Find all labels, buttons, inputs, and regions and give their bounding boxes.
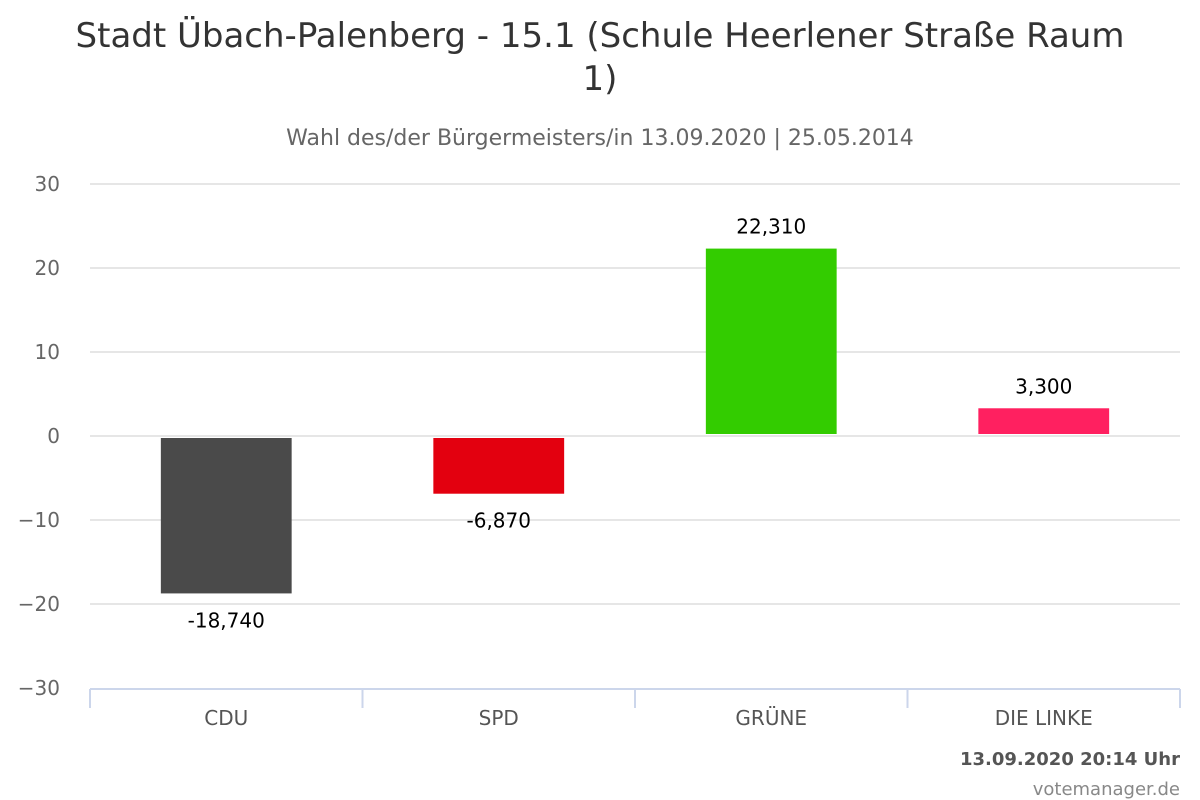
data-label: -18,740 [188,608,265,632]
y-tick-label: −10 [18,508,60,532]
y-tick-label: 20 [35,256,60,280]
chart-subtitle: Wahl des/der Bürgermeisters/in 13.09.202… [286,126,914,151]
chart-title-line2: 1) [583,59,618,99]
bar-cdu [160,438,292,594]
chart-title-line1: Stadt Übach-Palenberg - 15.1 (Schule Hee… [76,15,1125,56]
data-labels: -18,740 -6,870 22,310 3,300 [188,215,1073,633]
footer-timestamp: 13.09.2020 20:14 Uhr [960,749,1180,770]
data-label: 22,310 [736,215,806,239]
y-tick-label: −30 [18,676,60,700]
data-label: -6,870 [467,509,531,533]
x-axis: CDU SPD GRÜNE DIE LINKE [89,688,1181,730]
bar-die-linke [978,408,1110,434]
y-tick-label: 10 [35,340,60,364]
bar-grüne [705,248,837,434]
y-axis-tick-labels: 30 20 10 0 −10 −20 −30 [18,172,60,700]
x-tick-label: DIE LINKE [995,706,1093,730]
footer-credit[interactable]: votemanager.de [1033,779,1180,800]
y-tick-label: 0 [47,424,60,448]
x-tick-label: GRÜNE [735,706,807,730]
y-tick-label: −20 [18,592,60,616]
x-tick-label: CDU [204,706,248,730]
bar-spd [433,438,565,494]
y-tick-label: 30 [35,172,60,196]
x-tick-label: SPD [479,706,519,730]
data-label: 3,300 [1015,374,1072,398]
bars [160,248,1110,594]
